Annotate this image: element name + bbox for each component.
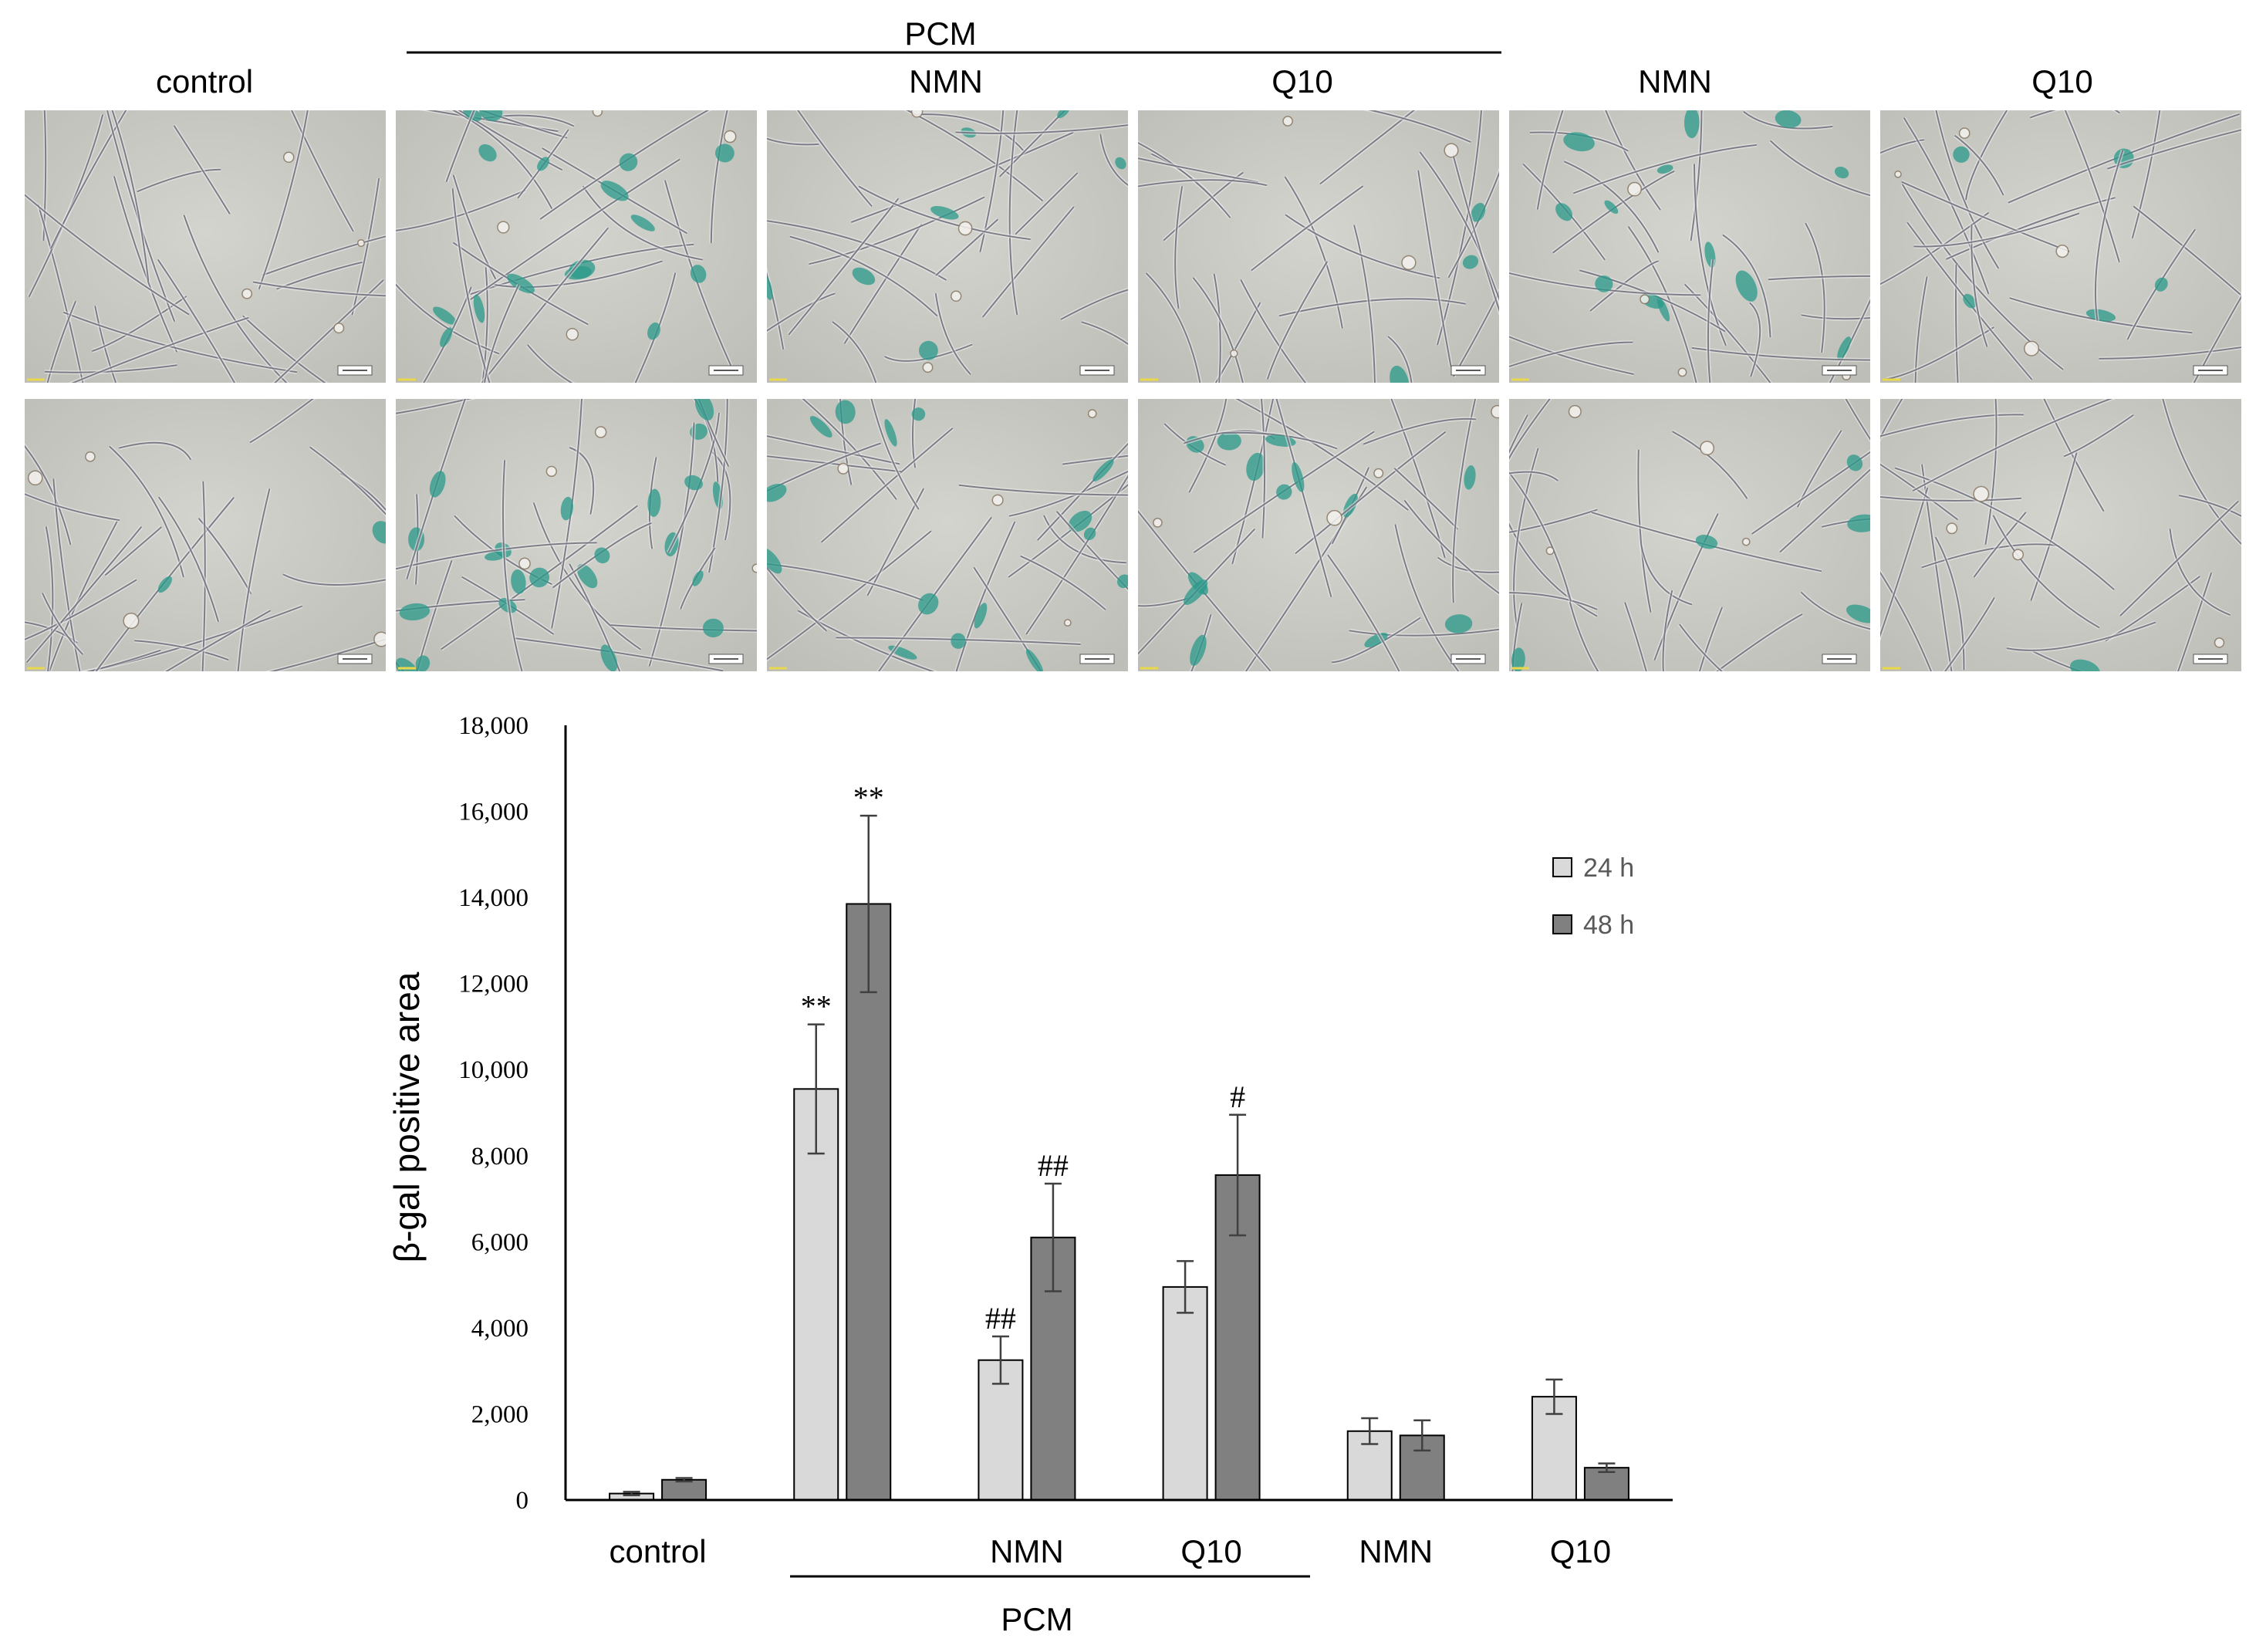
error-bar — [1598, 1462, 1616, 1473]
y-tick-label: 12,000 — [458, 971, 529, 998]
micrograph-r1-c5 — [1509, 110, 1870, 383]
y-tick-label: 8,000 — [471, 1143, 529, 1171]
x-category-label: NMN — [1359, 1533, 1433, 1569]
error-bar — [623, 1491, 640, 1497]
micrograph-r2-c3 — [767, 399, 1128, 671]
micrograph-r1-c4 — [1138, 110, 1499, 383]
y-tick-label: 14,000 — [458, 884, 529, 912]
significance-marker: ** — [853, 780, 884, 815]
bar-chart: 0 2,000 4,000 6,000 8,000 10,000 12,000 14,000 1… — [387, 712, 1673, 1637]
error-bar — [1545, 1378, 1563, 1415]
bar-24h-2 — [793, 1088, 839, 1502]
error-bar — [807, 1023, 825, 1155]
bar-24h-4 — [1162, 1285, 1208, 1502]
y-tick-label: 4,000 — [471, 1315, 529, 1343]
legend-swatch — [1552, 914, 1572, 934]
column-header-nmn: NMN — [1638, 63, 1712, 100]
y-tick-label: 0 — [516, 1487, 529, 1515]
legend-label: 24 h — [1583, 853, 1634, 883]
legend-item: 48 h — [1552, 910, 1634, 940]
y-tick-label: 6,000 — [471, 1228, 529, 1256]
micrograph-grid — [25, 110, 2241, 671]
micrograph-r2-c6 — [1880, 399, 2241, 671]
legend: 24 h 48 h — [1552, 853, 1634, 940]
legend-label: 48 h — [1583, 910, 1634, 940]
image-panel-headers: PCM control NMN Q10 NMN Q10 — [156, 15, 2093, 100]
y-axis-label: β-gal positive area — [387, 971, 427, 1262]
y-tick-label: 10,000 — [458, 1056, 529, 1084]
pcm-group-label: PCM — [1001, 1601, 1072, 1637]
error-bar — [991, 1335, 1009, 1385]
y-tick-label: 18,000 — [458, 712, 529, 740]
error-bar — [1361, 1417, 1379, 1445]
error-bar — [1177, 1260, 1194, 1314]
legend-swatch — [1552, 857, 1572, 877]
x-category-label: Q10 — [1550, 1533, 1611, 1569]
pcm-header-label: PCM — [904, 15, 976, 52]
bar-48h-6 — [1583, 1467, 1629, 1501]
bar-48h-1 — [661, 1478, 707, 1501]
significance-marker: # — [1230, 1079, 1245, 1114]
bars: ****##### — [609, 780, 1629, 1502]
y-axis: 0 2,000 4,000 6,000 8,000 10,000 12,000 14,000 1… — [458, 712, 567, 1515]
legend-item: 24 h — [1552, 853, 1634, 883]
y-tick-label: 2,000 — [471, 1400, 529, 1428]
error-bar — [1413, 1419, 1431, 1452]
micrograph-r2-c4 — [1138, 399, 1499, 671]
micrograph-r2-c2 — [396, 399, 757, 671]
x-category-label: control — [610, 1533, 707, 1569]
micrograph-r1-c2 — [396, 110, 757, 383]
micrograph-r1-c3 — [767, 110, 1128, 383]
error-bar — [859, 814, 877, 994]
x-category-label: Q10 — [1180, 1533, 1241, 1569]
error-bar — [1229, 1113, 1247, 1237]
column-header-control: control — [156, 63, 253, 100]
column-header-q10: Q10 — [2031, 63, 2092, 100]
micrograph-r2-c1 — [25, 399, 386, 671]
micrograph-r1-c1 — [25, 110, 386, 383]
column-header-pcm-q10: Q10 — [1271, 63, 1332, 100]
error-bar — [675, 1477, 693, 1483]
significance-marker: ** — [801, 989, 832, 1024]
micrograph-r1-c6 — [1880, 110, 2241, 383]
significance-marker: ## — [985, 1301, 1016, 1336]
x-axis: control NMN Q10 NMN Q10 — [566, 1498, 1673, 1569]
bar-48h-2 — [846, 903, 892, 1501]
error-bar — [1044, 1182, 1062, 1292]
micrograph-r2-c5 — [1509, 399, 1870, 671]
significance-marker: ## — [1038, 1148, 1069, 1183]
x-category-label: NMN — [990, 1533, 1064, 1569]
y-tick-label: 16,000 — [458, 799, 529, 826]
column-header-pcm-nmn: NMN — [909, 63, 983, 100]
